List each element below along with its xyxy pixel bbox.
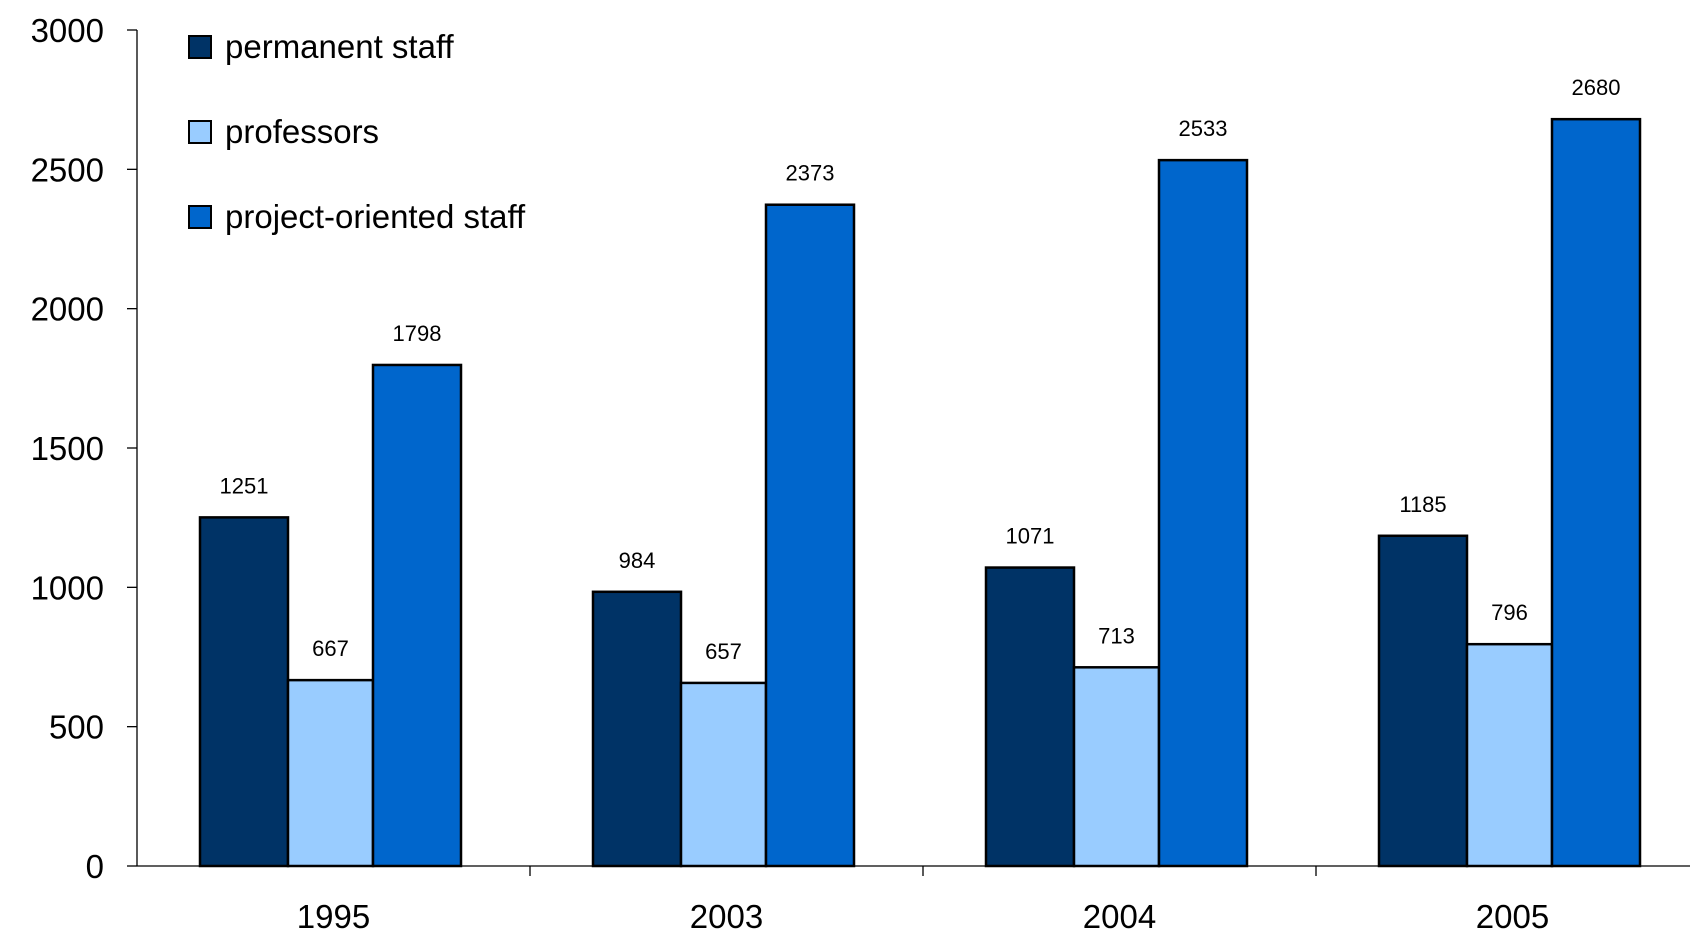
bars-layer — [198, 117, 1642, 868]
data-label: 657 — [705, 639, 742, 664]
bar — [371, 363, 463, 868]
bar — [679, 681, 768, 868]
legend-swatch — [188, 120, 212, 144]
data-label: 1251 — [220, 473, 269, 498]
bar — [591, 590, 683, 868]
x-tick-label: 2003 — [690, 898, 763, 935]
data-label: 796 — [1491, 600, 1528, 625]
x-axis-ticks: 1995 2003 2004 2005 — [297, 866, 1549, 935]
x-tick-label: 2005 — [1476, 898, 1549, 935]
y-tick-label: 1000 — [31, 569, 104, 606]
data-label: 2533 — [1179, 116, 1228, 141]
data-label: 1798 — [393, 321, 442, 346]
bar — [198, 516, 290, 868]
y-tick-label: 3000 — [31, 12, 104, 49]
y-tick-label: 2000 — [31, 291, 104, 328]
bar — [1157, 158, 1249, 868]
legend-label: project-oriented staff — [225, 198, 526, 235]
y-axis-ticks: 0 500 1000 1500 2000 2500 3000 — [31, 12, 137, 885]
y-tick-label: 0 — [86, 848, 104, 885]
data-label: 2680 — [1572, 75, 1621, 100]
legend-swatch — [188, 205, 212, 229]
bar — [1072, 666, 1161, 868]
data-label: 984 — [619, 548, 656, 573]
bar — [764, 203, 856, 868]
legend-label: professors — [225, 113, 379, 150]
bar — [984, 566, 1076, 868]
data-label: 1185 — [1399, 492, 1446, 517]
bar — [1377, 534, 1469, 868]
x-tick-label: 1995 — [297, 898, 370, 935]
data-label: 667 — [312, 636, 349, 661]
data-labels-layer: 1251 667 1798 984 657 2373 1071 713 2533 1185 796 2… — [220, 75, 1621, 664]
y-tick-label: 1500 — [31, 430, 104, 467]
legend-swatch — [188, 35, 212, 59]
y-tick-label: 2500 — [31, 151, 104, 188]
x-tick-label: 2004 — [1083, 898, 1156, 935]
data-label: 1071 — [1006, 524, 1055, 549]
bar — [1550, 117, 1642, 868]
data-label: 2373 — [786, 161, 835, 186]
data-label: 713 — [1098, 623, 1135, 648]
bar — [1465, 642, 1554, 868]
legend-label: permanent staff — [225, 28, 455, 65]
bar — [286, 678, 375, 868]
legend: permanent staff professors project-oriente… — [188, 28, 526, 235]
y-tick-label: 500 — [49, 709, 104, 746]
